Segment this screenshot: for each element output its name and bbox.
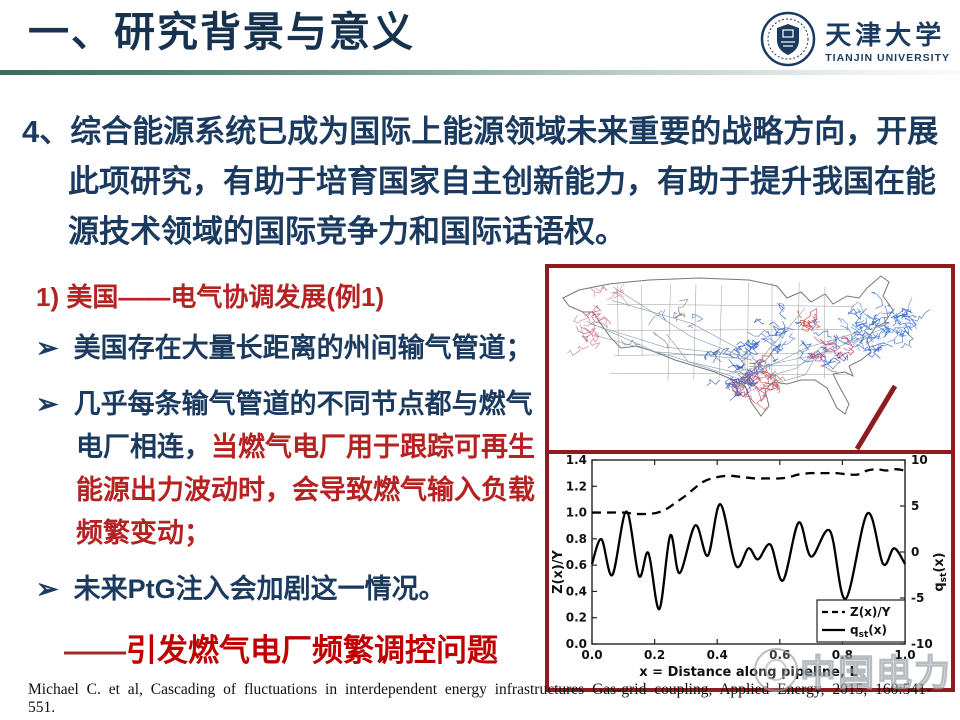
svg-text:0.2: 0.2 xyxy=(644,648,665,662)
conclusion-line: ——引发燃气电厂频繁调控问题 xyxy=(64,625,960,670)
subheading: 1) 美国——电气协调发展(例1) xyxy=(36,282,385,312)
university-name-cn: 天津大学 xyxy=(825,20,946,50)
us-pipeline-map xyxy=(549,268,951,450)
arrow-bullet-icon: ➢ xyxy=(36,333,59,363)
title-divider xyxy=(0,70,960,75)
figure-panel: 0.0 0.2 0.4 0.6 0.8 1.0 0.0 0.2 0.4 0.6 0.8 1.0 1.2 1… xyxy=(545,264,955,692)
list-item: ➢ 美国存在大量长距离的州间输气管道； xyxy=(36,327,558,370)
arrow-bullet-icon: ➢ xyxy=(36,574,59,604)
svg-text:0.2: 0.2 xyxy=(566,611,587,625)
svg-text:5: 5 xyxy=(911,499,919,513)
bullet-text-highlight: 当燃气电厂用于跟踪可再生能源出力波动时，会导致燃气输入负载频繁变动； xyxy=(76,432,535,548)
list-item: ➢ 未来PtG注入会加剧这一情况。 xyxy=(36,568,558,611)
svg-text:qst(x): qst(x) xyxy=(932,552,949,591)
main-point-text: 综合能源系统已成为国际上能源领域未来重要的战略方向，开展此项研究，有助于培育国家… xyxy=(68,114,939,249)
svg-text:Z(x)/Y: Z(x)/Y xyxy=(551,549,566,593)
svg-text:1.0: 1.0 xyxy=(894,648,915,662)
main-point: 4、综合能源系统已成为国际上能源领域未来重要的战略方向，开展此项研究，有助于培育… xyxy=(22,107,960,257)
bullet-text: 美国存在大量长距离的州间输气管道； xyxy=(73,333,533,363)
svg-text:0.6: 0.6 xyxy=(566,558,587,572)
university-logo: 天津大学 TIANJIN UNIVERSITY xyxy=(759,10,950,68)
svg-text:0.8: 0.8 xyxy=(832,648,853,662)
svg-text:1.4: 1.4 xyxy=(566,454,587,467)
bullet-text: 未来PtG注入会加剧这一情况。 xyxy=(73,574,446,604)
svg-text:Z(x)/Y: Z(x)/Y xyxy=(850,605,891,619)
list-item: ➢ 几乎每条输气管道的不同节点都与燃气电厂相连，当燃气电厂用于跟踪可再生能源出力波… xyxy=(36,383,558,555)
svg-text:0: 0 xyxy=(911,545,919,559)
svg-text:-10: -10 xyxy=(911,637,933,651)
svg-text:0.4: 0.4 xyxy=(707,648,728,662)
bullet-text: 几乎每条输气管道的不同节点都与燃气电厂相连， xyxy=(73,389,533,462)
svg-text:-5: -5 xyxy=(911,591,924,605)
university-seal-icon xyxy=(760,11,816,67)
svg-text:qst(x): qst(x) xyxy=(850,623,887,640)
us-outline xyxy=(562,275,894,417)
page-title: 一、研究背景与意义 xyxy=(28,9,415,55)
pipeline-network xyxy=(566,283,931,411)
svg-text:1.2: 1.2 xyxy=(566,479,587,493)
svg-text:0.4: 0.4 xyxy=(566,584,587,598)
svg-text:0.0: 0.0 xyxy=(566,637,587,651)
arrow-bullet-icon: ➢ xyxy=(36,389,59,419)
citation: Michael C. et al, Cascading of fluctuati… xyxy=(28,681,932,716)
conclusion-dash: —— xyxy=(64,633,126,668)
university-name: 天津大学 TIANJIN UNIVERSITY xyxy=(825,15,950,64)
panel-separator xyxy=(549,450,951,454)
svg-text:10: 10 xyxy=(911,454,928,467)
conclusion-text: 引发燃气电厂频繁调控问题 xyxy=(126,633,498,668)
main-point-number: 4、 xyxy=(22,114,71,149)
pipeline-chart: 0.0 0.2 0.4 0.6 0.8 1.0 0.0 0.2 0.4 0.6 0.8 1.0 1.2 1… xyxy=(549,454,951,688)
svg-text:1.0: 1.0 xyxy=(566,506,587,520)
svg-text:0.0: 0.0 xyxy=(581,648,602,662)
svg-text:0.8: 0.8 xyxy=(566,532,587,546)
bullet-list: ➢ 美国存在大量长距离的州间输气管道； ➢ 几乎每条输气管道的不同节点都与燃气电厂相… xyxy=(36,327,558,611)
university-name-en: TIANJIN UNIVERSITY xyxy=(825,51,950,64)
map-annotation-arrow xyxy=(854,384,898,450)
slide-header: 一、研究背景与意义 天津大学 TIANJIN UNIVERSITY xyxy=(0,0,960,68)
svg-text:0.6: 0.6 xyxy=(769,648,790,662)
svg-text:x = Distance along pipeline, L: x = Distance along pipeline, L xyxy=(639,665,857,680)
